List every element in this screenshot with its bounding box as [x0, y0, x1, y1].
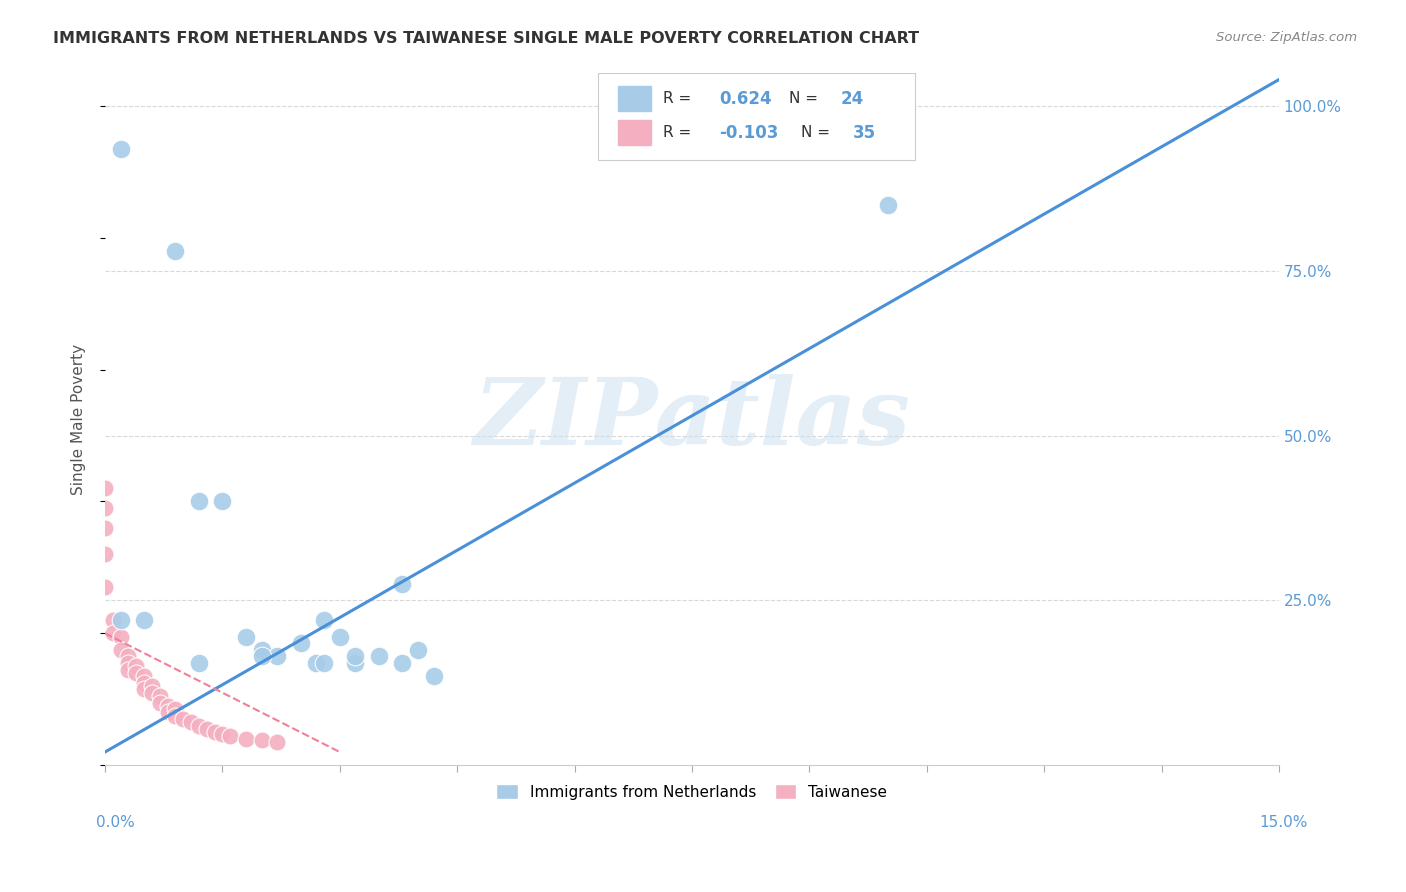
Point	[94, 521, 117, 535]
Point	[250, 643, 273, 657]
Point	[290, 636, 312, 650]
Point	[117, 663, 139, 677]
Point	[165, 708, 187, 723]
Point	[211, 726, 233, 740]
Point	[134, 669, 156, 683]
Point	[266, 735, 288, 749]
Text: 0.624: 0.624	[718, 89, 772, 108]
Point	[125, 659, 148, 673]
Point	[94, 580, 117, 594]
Point	[314, 613, 336, 627]
Point	[110, 643, 132, 657]
Point	[110, 630, 132, 644]
Point	[211, 494, 233, 508]
Text: 24: 24	[841, 89, 865, 108]
Point	[391, 656, 413, 670]
Point	[165, 702, 187, 716]
Text: 0.0%: 0.0%	[96, 815, 135, 830]
Bar	[619, 120, 651, 145]
Point	[422, 669, 444, 683]
Point	[187, 656, 209, 670]
Point	[180, 715, 202, 730]
Text: N =: N =	[801, 125, 835, 140]
Point	[134, 675, 156, 690]
Point	[110, 613, 132, 627]
Point	[141, 686, 163, 700]
Point	[134, 613, 156, 627]
Point	[125, 665, 148, 680]
Point	[187, 494, 209, 508]
Point	[117, 656, 139, 670]
Point	[344, 656, 367, 670]
Point	[141, 679, 163, 693]
Point	[314, 656, 336, 670]
Point	[204, 725, 226, 739]
Point	[250, 649, 273, 664]
Point	[235, 731, 257, 746]
Text: IMMIGRANTS FROM NETHERLANDS VS TAIWANESE SINGLE MALE POVERTY CORRELATION CHART: IMMIGRANTS FROM NETHERLANDS VS TAIWANESE…	[53, 31, 920, 46]
Point	[94, 501, 117, 516]
Point	[134, 682, 156, 697]
Text: ZIPatlas: ZIPatlas	[474, 374, 911, 464]
Point	[329, 630, 352, 644]
Point	[305, 656, 328, 670]
Point	[165, 244, 187, 258]
Point	[406, 643, 429, 657]
Text: Source: ZipAtlas.com: Source: ZipAtlas.com	[1216, 31, 1357, 45]
Point	[94, 547, 117, 561]
Point	[187, 719, 209, 733]
Point	[266, 649, 288, 664]
Point	[344, 649, 367, 664]
Point	[367, 649, 389, 664]
Text: 15.0%: 15.0%	[1260, 815, 1308, 830]
Y-axis label: Single Male Poverty: Single Male Poverty	[72, 343, 86, 495]
FancyBboxPatch shape	[598, 73, 915, 160]
Point	[94, 481, 117, 495]
Point	[195, 722, 218, 736]
Bar	[619, 87, 651, 111]
Text: 35: 35	[853, 123, 876, 142]
Point	[219, 729, 242, 743]
Text: R =: R =	[662, 91, 696, 106]
Text: N =: N =	[789, 91, 824, 106]
Point	[101, 626, 124, 640]
Point	[250, 733, 273, 747]
Text: R =: R =	[662, 125, 696, 140]
Point	[156, 698, 179, 713]
Text: -0.103: -0.103	[718, 123, 779, 142]
Point	[235, 630, 257, 644]
Point	[876, 198, 898, 212]
Point	[391, 577, 413, 591]
Point	[149, 689, 172, 703]
Legend: Immigrants from Netherlands, Taiwanese: Immigrants from Netherlands, Taiwanese	[491, 778, 894, 806]
Point	[117, 649, 139, 664]
Point	[172, 712, 194, 726]
Point	[101, 613, 124, 627]
Point	[110, 142, 132, 156]
Point	[156, 706, 179, 720]
Point	[149, 696, 172, 710]
